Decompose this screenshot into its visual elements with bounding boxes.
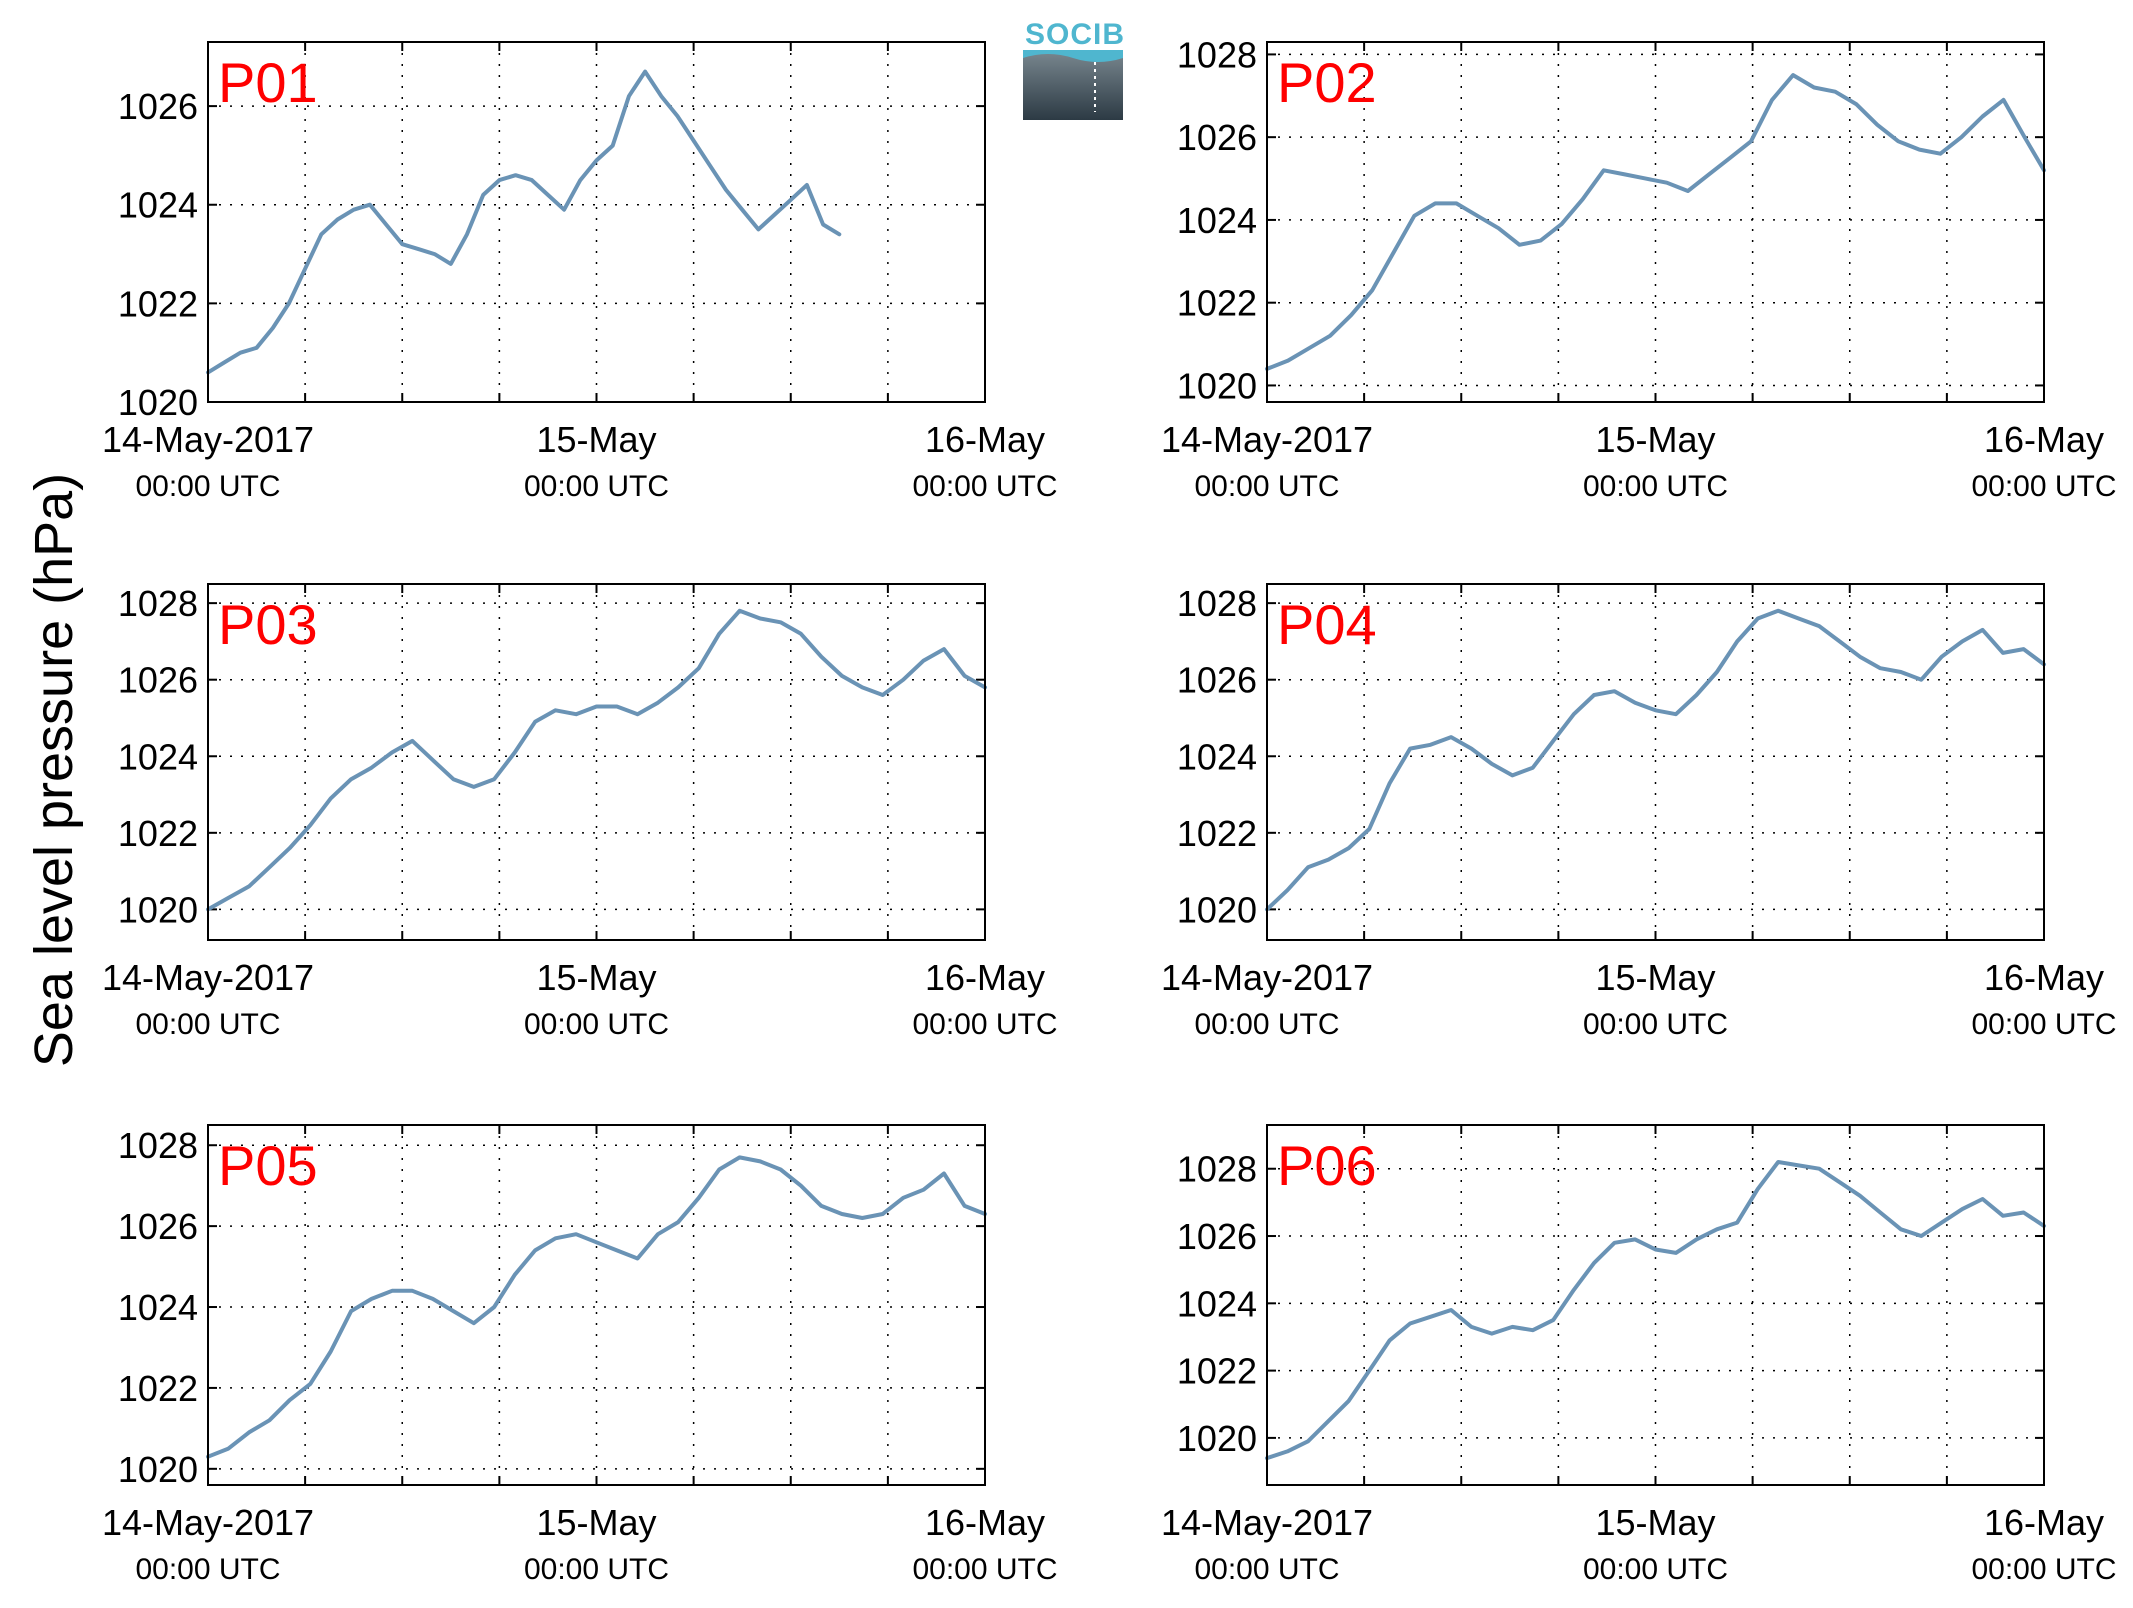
pressure-series-line	[206, 69, 842, 375]
pressure-series-line	[1265, 608, 2046, 912]
x-tick-label-time: 00:00 UTC	[912, 470, 1057, 503]
x-tick-label-date: 15-May	[536, 419, 656, 460]
x-tick-label-date: 14-May-2017	[1161, 1502, 1373, 1543]
x-tick-label-time: 00:00 UTC	[1971, 1553, 2116, 1586]
panel-p02: 1020 1022 1024 1026 1028 P02 14-May-2017 00:00 …	[1161, 34, 2117, 503]
y-tick-label: 1020	[1177, 365, 1257, 406]
x-tick-label-time: 00:00 UTC	[1194, 1008, 1339, 1041]
panel-p04: 1020 1022 1024 1026 1028 P04 14-May-2017 00:00 …	[1161, 583, 2117, 1041]
y-tick-label: 1020	[1177, 889, 1257, 930]
y-tick-label: 1022	[1177, 1351, 1257, 1392]
logo-text: SOCIB	[1025, 18, 1125, 51]
axes-frame	[207, 41, 986, 403]
axes-frame	[1266, 1124, 2045, 1486]
x-tick-label-time: 00:00 UTC	[135, 470, 280, 503]
axes-frame	[1266, 41, 2045, 403]
panel-label: P01	[218, 51, 318, 114]
x-tick-label-date: 15-May	[1595, 1502, 1715, 1543]
y-tick-label: 1024	[118, 736, 198, 777]
y-tick-label: 1028	[118, 1125, 198, 1166]
x-tick-label-date: 14-May-2017	[102, 419, 314, 460]
pressure-series-line	[206, 1155, 987, 1459]
panel-p01: 1020 1022 1024 1026 P01 14-May-2017 00:00 UTC 1…	[102, 41, 1058, 503]
x-tick-label-date: 16-May	[925, 419, 1045, 460]
x-tick-label-date: 14-May-2017	[1161, 957, 1373, 998]
logo-wave	[1023, 50, 1123, 62]
axes-frame	[1266, 583, 2045, 941]
logo-block	[1023, 50, 1123, 120]
x-tick-label-time: 00:00 UTC	[912, 1008, 1057, 1041]
y-tick-label: 1028	[1177, 583, 1257, 624]
y-tick-label: 1024	[1177, 736, 1257, 777]
y-tick-label: 1022	[118, 283, 198, 324]
x-tick-label-date: 16-May	[1984, 1502, 2104, 1543]
x-tick-label-time: 00:00 UTC	[1583, 1553, 1728, 1586]
pressure-series-line	[206, 608, 987, 912]
panel-p06: 1020 1022 1024 1026 1028 P06 14-May-2017 00:00 …	[1161, 1124, 2117, 1586]
axes-frame	[207, 1124, 986, 1486]
x-tick-label-time: 00:00 UTC	[912, 1553, 1057, 1586]
y-tick-label: 1028	[1177, 1149, 1257, 1190]
y-tick-label: 1026	[118, 1206, 198, 1247]
y-tick-label: 1020	[118, 1449, 198, 1490]
y-tick-label: 1026	[1177, 660, 1257, 701]
panel-label: P04	[1277, 593, 1377, 656]
x-tick-label-date: 15-May	[536, 1502, 656, 1543]
x-tick-label-time: 00:00 UTC	[524, 1553, 669, 1586]
pressure-series-line	[1265, 1160, 2046, 1461]
panel-p03: 1020 1022 1024 1026 1028 P03 14-May-2017 00:00 …	[102, 583, 1058, 1041]
x-tick-label-time: 00:00 UTC	[524, 1008, 669, 1041]
y-tick-label: 1022	[118, 813, 198, 854]
y-tick-label: 1026	[118, 86, 198, 127]
y-tick-label: 1026	[118, 660, 198, 701]
y-tick-label: 1024	[118, 1287, 198, 1328]
x-tick-label-date: 14-May-2017	[102, 957, 314, 998]
x-tick-label-date: 15-May	[1595, 957, 1715, 998]
x-tick-label-time: 00:00 UTC	[524, 470, 669, 503]
x-tick-label-date: 14-May-2017	[102, 1502, 314, 1543]
y-tick-label: 1026	[1177, 1216, 1257, 1257]
x-tick-label-date: 16-May	[1984, 957, 2104, 998]
x-tick-label-date: 15-May	[536, 957, 656, 998]
x-tick-label-time: 00:00 UTC	[1971, 1008, 2116, 1041]
x-tick-label-time: 00:00 UTC	[1194, 1553, 1339, 1586]
x-tick-label-date: 16-May	[925, 1502, 1045, 1543]
x-tick-label-time: 00:00 UTC	[135, 1008, 280, 1041]
x-tick-label-time: 00:00 UTC	[1583, 470, 1728, 503]
y-tick-label: 1024	[1177, 1283, 1257, 1324]
panel-label: P05	[218, 1134, 318, 1197]
y-tick-label: 1022	[1177, 813, 1257, 854]
x-tick-label-date: 16-May	[1984, 419, 2104, 460]
panel-p05: 1020 1022 1024 1026 1028 P05 14-May-2017 00:00 …	[102, 1124, 1058, 1586]
y-tick-label: 1024	[118, 185, 198, 226]
x-tick-label-time: 00:00 UTC	[135, 1553, 280, 1586]
panel-label: P03	[218, 593, 318, 656]
pressure-series-line	[1265, 73, 2046, 371]
x-tick-label-date: 16-May	[925, 957, 1045, 998]
y-axis-label: Sea level pressure (hPa)	[24, 473, 84, 1067]
panel-label: P02	[1277, 51, 1377, 114]
axes-frame	[207, 583, 986, 941]
x-tick-label-time: 00:00 UTC	[1583, 1008, 1728, 1041]
x-tick-label-date: 15-May	[1595, 419, 1715, 460]
socib-logo: SOCIB	[1023, 18, 1125, 120]
y-tick-label: 1020	[118, 889, 198, 930]
y-tick-label: 1020	[1177, 1418, 1257, 1459]
y-tick-label: 1028	[118, 583, 198, 624]
y-tick-label: 1028	[1177, 34, 1257, 75]
panel-label: P06	[1277, 1134, 1377, 1197]
y-tick-label: 1022	[1177, 283, 1257, 324]
x-tick-label-time: 00:00 UTC	[1194, 470, 1339, 503]
y-tick-label: 1026	[1177, 117, 1257, 158]
x-tick-label-date: 14-May-2017	[1161, 419, 1373, 460]
y-tick-label: 1024	[1177, 200, 1257, 241]
y-tick-label: 1020	[118, 382, 198, 423]
x-tick-label-time: 00:00 UTC	[1971, 470, 2116, 503]
y-tick-label: 1022	[118, 1368, 198, 1409]
